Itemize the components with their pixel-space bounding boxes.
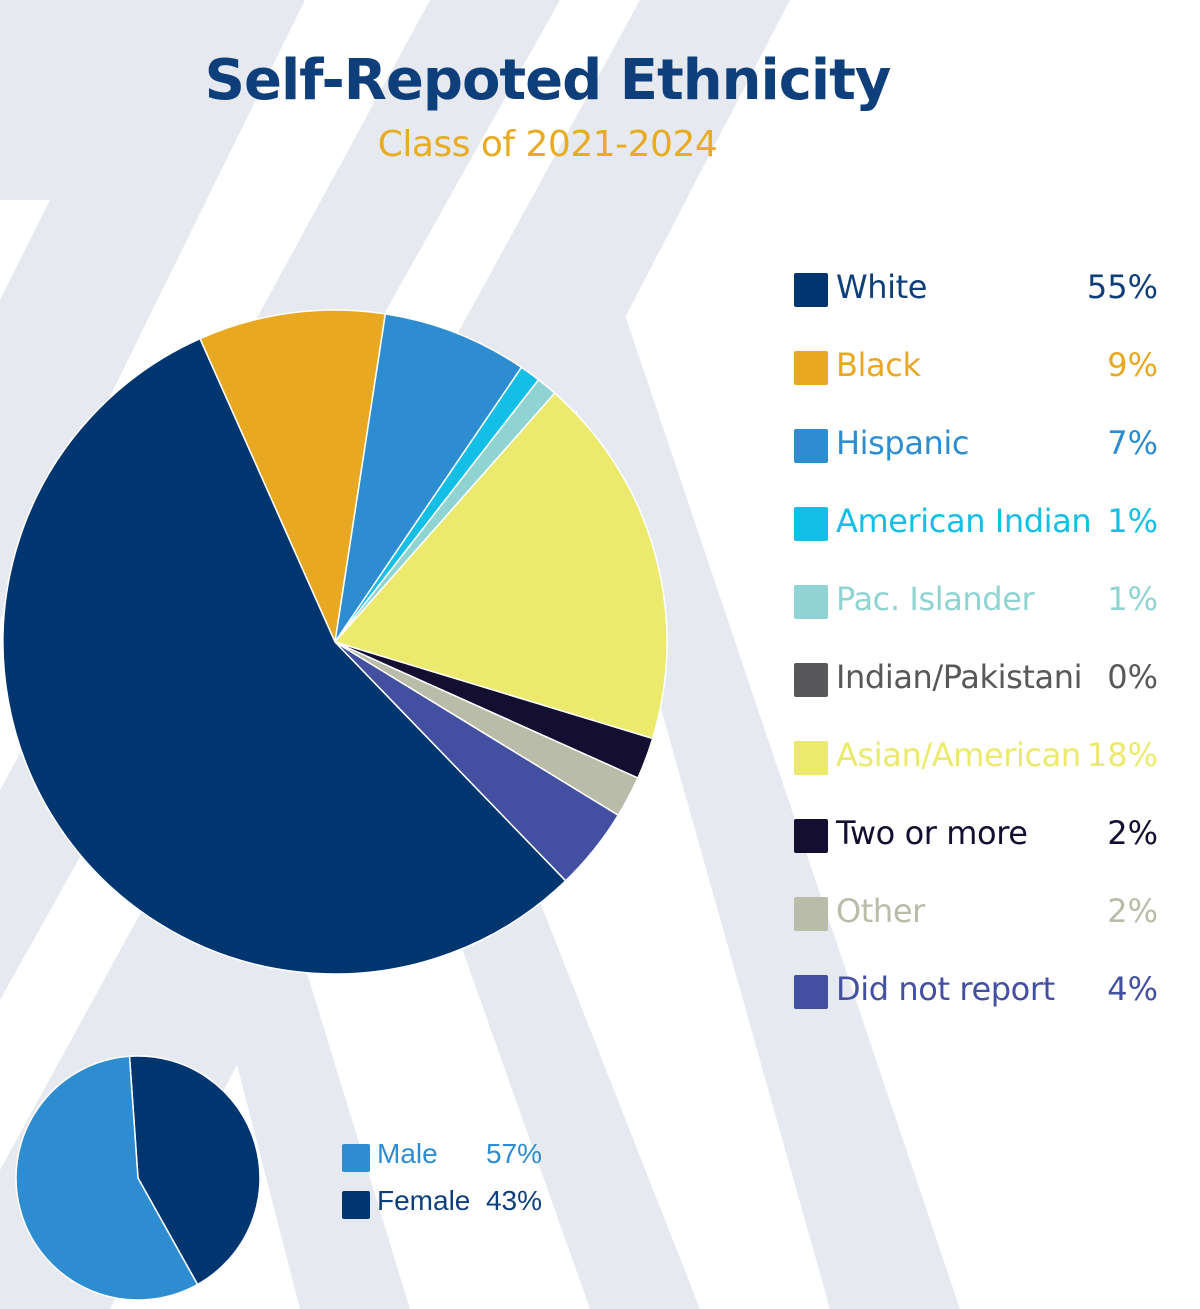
ethnicity-pie-chart bbox=[2, 309, 668, 975]
pie-slice-male bbox=[15, 1055, 199, 1301]
pie-slice-white bbox=[2, 337, 567, 975]
legend-label: Indian/Pakistani bbox=[836, 658, 1083, 696]
legend-value: 2% bbox=[1107, 892, 1158, 930]
legend-value: 18% bbox=[1086, 736, 1158, 774]
pie-slice-hispanic bbox=[334, 312, 523, 643]
ethnicity-legend-item-white: White 55% bbox=[794, 268, 1164, 346]
legend-label: Two or more bbox=[836, 814, 1028, 852]
legend-swatch bbox=[342, 1144, 370, 1172]
legend-label: Hispanic bbox=[836, 424, 970, 462]
legend-value: 43% bbox=[485, 1185, 542, 1216]
gender-pie-chart bbox=[15, 1055, 261, 1301]
gender-legend: Male 57% Female 43% bbox=[342, 1138, 552, 1232]
gender-legend-item-male: Male 57% bbox=[342, 1138, 552, 1185]
legend-swatch bbox=[794, 975, 828, 1009]
ethnicity-legend-item-did-not-report: Did not report 4% bbox=[794, 970, 1164, 1048]
legend-label: White bbox=[836, 268, 928, 306]
pie-slice-female bbox=[128, 1055, 261, 1286]
ethnicity-legend-item-other: Other 2% bbox=[794, 892, 1164, 970]
legend-value: 7% bbox=[1107, 424, 1158, 462]
legend-swatch bbox=[794, 273, 828, 307]
pie-slice-asian-american bbox=[333, 392, 668, 740]
pie-slice-black bbox=[198, 309, 387, 645]
ethnicity-legend-item-hispanic: Hispanic 7% bbox=[794, 424, 1164, 502]
legend-label: Pac. Islander bbox=[836, 580, 1035, 618]
legend-swatch bbox=[794, 897, 828, 931]
ethnicity-legend-item-two-or-more: Two or more 2% bbox=[794, 814, 1164, 892]
legend-swatch bbox=[342, 1191, 370, 1219]
legend-swatch bbox=[794, 507, 828, 541]
ethnicity-legend-item-american-indian: American Indian 1% bbox=[794, 502, 1164, 580]
legend-value: 1% bbox=[1107, 580, 1158, 618]
legend-value: 4% bbox=[1107, 970, 1158, 1008]
legend-label: Black bbox=[836, 346, 921, 384]
legend-value: 57% bbox=[485, 1138, 542, 1169]
legend-label: American Indian bbox=[836, 502, 1092, 540]
legend-swatch bbox=[794, 585, 828, 619]
legend-swatch bbox=[794, 429, 828, 463]
legend-label: Asian/American bbox=[836, 736, 1081, 774]
legend-swatch bbox=[794, 351, 828, 385]
ethnicity-legend-item-indian-pakistani: Indian/Pakistani 0% bbox=[794, 658, 1164, 736]
ethnicity-legend-item-asian-american: Asian/American 18% bbox=[794, 736, 1164, 814]
legend-label: Did not report bbox=[836, 970, 1055, 1008]
legend-label: Female bbox=[377, 1185, 471, 1216]
legend-value: 0% bbox=[1107, 658, 1158, 696]
legend-value: 9% bbox=[1107, 346, 1158, 384]
legend-label: Male bbox=[377, 1138, 438, 1169]
legend-swatch bbox=[794, 663, 828, 697]
legend-label: Other bbox=[836, 892, 925, 930]
chart-subtitle: Class of 2021-2024 bbox=[377, 124, 718, 165]
ethnicity-legend-item-black: Black 9% bbox=[794, 346, 1164, 424]
ethnicity-legend-item-pac-islander: Pac. Islander 1% bbox=[794, 580, 1164, 658]
ethnicity-legend: White 55% Black 9% Hispanic 7% American Indian… bbox=[794, 268, 1164, 1048]
legend-swatch bbox=[794, 741, 828, 775]
legend-swatch bbox=[794, 819, 828, 853]
legend-value: 1% bbox=[1107, 502, 1158, 540]
legend-value: 2% bbox=[1107, 814, 1158, 852]
chart-title: Self-Repoted Ethnicity bbox=[204, 48, 892, 113]
gender-legend-item-female: Female 43% bbox=[342, 1185, 552, 1232]
legend-value: 55% bbox=[1086, 268, 1158, 306]
